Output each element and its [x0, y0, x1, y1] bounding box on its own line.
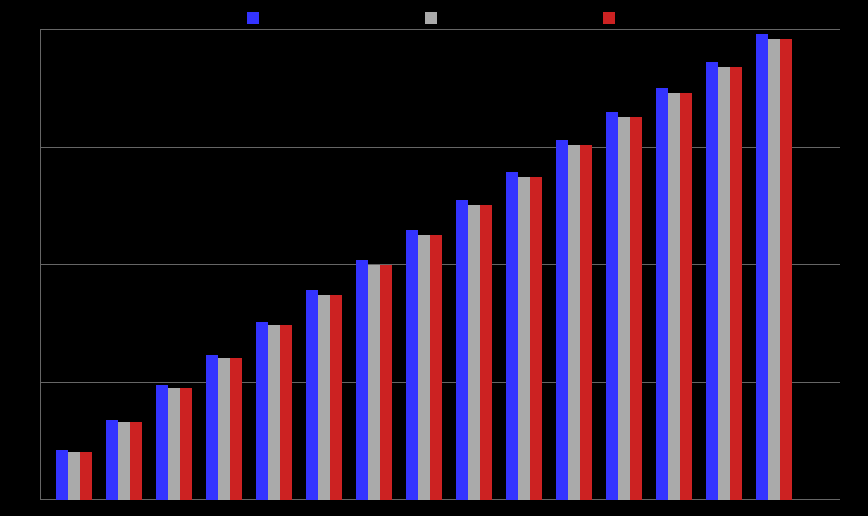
- bar-1-2: [130, 422, 142, 500]
- bar-13-1: [718, 67, 730, 500]
- bar-8-0: [456, 200, 468, 500]
- bar-5-1: [318, 295, 330, 500]
- bar-group-4: [256, 322, 292, 500]
- bar-6-1: [368, 265, 380, 500]
- bar-group-7: [406, 230, 442, 500]
- bar-group-14: [756, 34, 792, 500]
- plot-area: [40, 30, 840, 500]
- bar-3-1: [218, 358, 230, 500]
- bar-4-2: [280, 325, 292, 500]
- bar-14-1: [768, 39, 780, 500]
- bars-container: [40, 30, 840, 500]
- bar-group-6: [356, 260, 392, 500]
- bar-1-0: [106, 420, 118, 500]
- bar-group-13: [706, 62, 742, 500]
- bar-3-0: [206, 355, 218, 500]
- bar-5-0: [306, 290, 318, 500]
- bar-8-1: [468, 205, 480, 500]
- bar-group-2: [156, 385, 192, 500]
- bar-11-1: [618, 117, 630, 500]
- bar-4-0: [256, 322, 268, 500]
- bar-9-0: [506, 172, 518, 500]
- bar-group-3: [206, 355, 242, 500]
- bar-group-1: [106, 420, 142, 500]
- bar-0-0: [56, 450, 68, 500]
- bar-11-2: [630, 117, 642, 500]
- bar-10-0: [556, 140, 568, 500]
- bar-10-1: [568, 145, 580, 500]
- bar-0-1: [68, 452, 80, 500]
- bar-group-0: [56, 450, 92, 500]
- bar-10-2: [580, 145, 592, 500]
- bar-12-0: [656, 88, 668, 500]
- legend-item-1: [425, 12, 443, 24]
- bar-9-2: [530, 177, 542, 500]
- bar-2-2: [180, 388, 192, 500]
- legend-swatch-2: [603, 12, 615, 24]
- bar-3-2: [230, 358, 242, 500]
- bar-1-1: [118, 422, 130, 500]
- bar-9-1: [518, 177, 530, 500]
- bar-2-0: [156, 385, 168, 500]
- bar-group-8: [456, 200, 492, 500]
- bar-12-1: [668, 93, 680, 500]
- bar-7-1: [418, 235, 430, 500]
- bar-group-10: [556, 140, 592, 500]
- legend-swatch-0: [247, 12, 259, 24]
- bar-7-0: [406, 230, 418, 500]
- legend-item-0: [247, 12, 265, 24]
- bar-4-1: [268, 325, 280, 500]
- bar-6-0: [356, 260, 368, 500]
- legend-item-2: [603, 12, 621, 24]
- bar-group-5: [306, 290, 342, 500]
- legend: [0, 8, 868, 28]
- bar-5-2: [330, 295, 342, 500]
- bar-12-2: [680, 93, 692, 500]
- legend-swatch-1: [425, 12, 437, 24]
- bar-6-2: [380, 265, 392, 500]
- bar-2-1: [168, 388, 180, 500]
- bar-group-9: [506, 172, 542, 500]
- bar-13-0: [706, 62, 718, 500]
- bar-13-2: [730, 67, 742, 500]
- bar-group-12: [656, 88, 692, 500]
- bar-8-2: [480, 205, 492, 500]
- bar-14-0: [756, 34, 768, 500]
- bar-7-2: [430, 235, 442, 500]
- bar-0-2: [80, 452, 92, 500]
- bar-group-11: [606, 112, 642, 500]
- bar-11-0: [606, 112, 618, 500]
- bar-14-2: [780, 39, 792, 500]
